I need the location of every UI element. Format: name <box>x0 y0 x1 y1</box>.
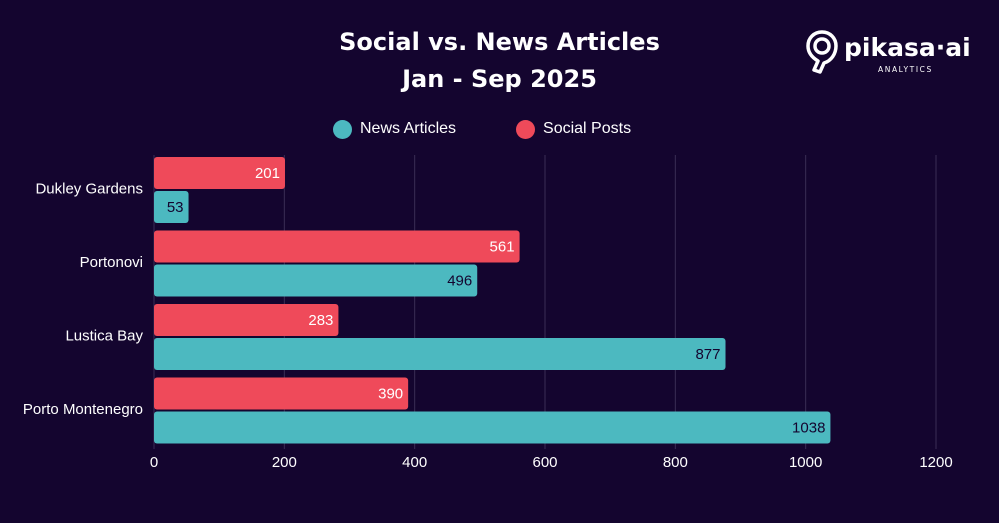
brand-logo: pikasa·ai ANALYTICS <box>806 30 976 78</box>
x-tick-label: 200 <box>272 454 297 471</box>
category-label: Porto Montenegro <box>23 401 143 418</box>
data-label-news: 496 <box>447 272 472 289</box>
bar-news <box>154 411 831 444</box>
data-label-news: 877 <box>695 346 720 363</box>
legend-item-social: Social Posts <box>516 119 632 139</box>
bar-social <box>154 157 285 189</box>
legend-label-social: Social Posts <box>543 120 632 137</box>
legend-item-news: News Articles <box>333 119 457 139</box>
bar-news <box>154 264 478 297</box>
data-label-social: 283 <box>308 312 333 329</box>
x-tick-label: 0 <box>150 454 158 471</box>
bar-social <box>154 230 520 263</box>
legend-swatch-social <box>516 119 536 139</box>
bar-social <box>154 377 409 410</box>
category-label: Dukley Gardens <box>35 181 143 198</box>
brand-name: pikasa·ai <box>844 33 971 62</box>
bar-social <box>154 304 339 336</box>
data-label-news: 53 <box>167 199 184 216</box>
data-label-social: 390 <box>378 385 403 402</box>
bar-news <box>154 191 189 223</box>
x-tick-label: 1000 <box>789 454 822 471</box>
x-tick-label: 800 <box>663 454 688 471</box>
data-label-news: 1038 <box>792 419 825 436</box>
category-label: Portonovi <box>80 254 143 271</box>
x-tick-label: 400 <box>402 454 427 471</box>
x-tick-label: 600 <box>532 454 557 471</box>
chart-legend: News Articles Social Posts <box>333 118 631 140</box>
data-label-social: 561 <box>490 238 515 255</box>
chart-title: Social vs. News Articles <box>339 28 660 56</box>
pin-logo-icon <box>806 30 838 74</box>
category-label: Lustica Bay <box>65 328 143 345</box>
data-label-social: 201 <box>255 165 280 182</box>
chart-subtitle: Jan - Sep 2025 <box>402 65 597 93</box>
legend-label-news: News Articles <box>360 120 457 137</box>
brand-subtitle: ANALYTICS <box>878 65 933 74</box>
bar-news <box>154 338 726 370</box>
legend-swatch-news <box>333 119 352 139</box>
x-tick-label: 1200 <box>919 454 952 471</box>
